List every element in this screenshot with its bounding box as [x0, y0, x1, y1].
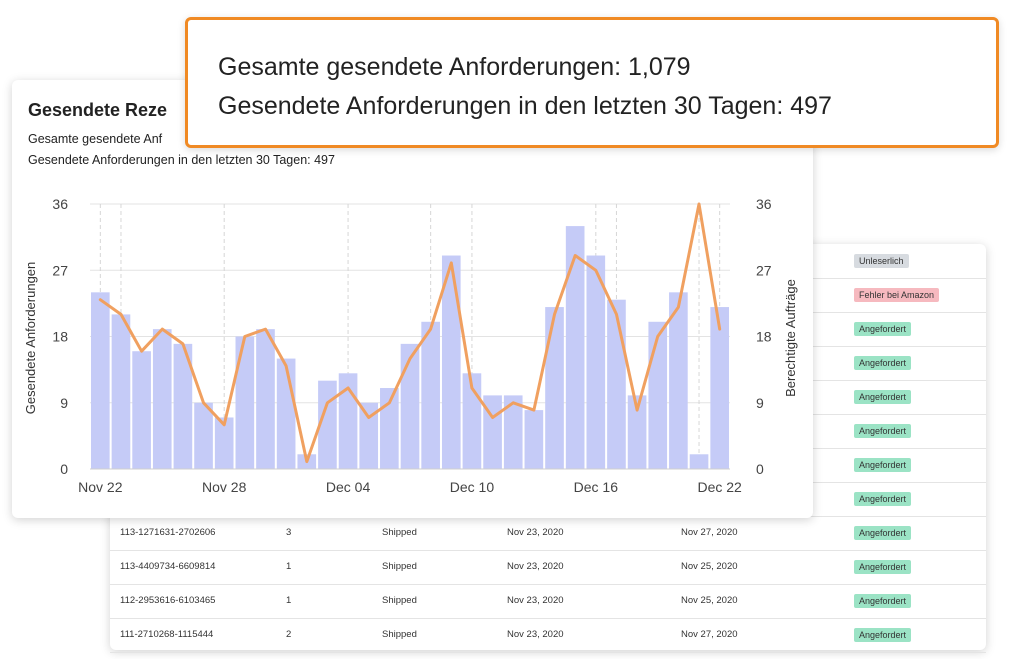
status-badge: Angefordert [854, 390, 912, 404]
order-id-cell: 113-4409734-6609814 [120, 561, 216, 572]
status-badge: Angefordert [854, 628, 912, 642]
requests-chart: 0 0 9 9 18 18 27 27 36 36 Nov 22 Nov 28 Dec 04 Dec 10… [23, 196, 798, 495]
order-id-cell: 111-2710268-1115444 [120, 629, 214, 640]
quantity-cell: 1 [286, 561, 292, 572]
y2-tick-label: 0 [756, 461, 764, 477]
quantity-cell: 3 [286, 527, 292, 538]
order-date-cell: Nov 23, 2020 [507, 561, 564, 572]
request-date-cell: Nov 27, 2020 [681, 629, 738, 640]
x-tick-label: Nov 22 [78, 479, 123, 495]
table-row: 113-4409734-6609814 1 Shipped Nov 23, 2020 N… [110, 550, 986, 585]
table-row: 112-2953616-6103465 1 Shipped Nov 23, 2020 N… [110, 584, 986, 619]
bar [400, 343, 420, 469]
chart-subtitle-total: Gesamte gesendete Anf [28, 132, 163, 146]
y-tick-label: 18 [52, 329, 68, 345]
status-badge: Angefordert [854, 492, 912, 506]
bar [256, 329, 275, 469]
quantity-cell: 2 [286, 629, 292, 640]
y2-tick-label: 27 [756, 262, 772, 278]
order-id-cell: 113-1271631-2702606 [120, 527, 216, 538]
status-badge: Angefordert [854, 322, 912, 336]
x-tick-label: Dec 04 [326, 479, 371, 495]
request-date-cell: Nov 25, 2020 [681, 595, 738, 606]
bar [710, 307, 729, 469]
callout-total-requests: Gesamte gesendete Anforderungen: 1,079 [218, 53, 691, 81]
bar [648, 321, 668, 469]
y-axis-title: Gesendete Anforderungen [23, 262, 38, 415]
x-tick-label: Dec 16 [574, 479, 619, 495]
bar [359, 402, 379, 469]
status-badge: Fehler bei Amazon [854, 288, 940, 302]
bar [173, 343, 193, 469]
bar [235, 336, 255, 469]
table-row: 111-2710268-1115444 2 Shipped Nov 23, 2020 N… [110, 618, 986, 653]
y-tick-label: 27 [52, 262, 68, 278]
y2-tick-label: 18 [756, 329, 772, 345]
order-status-cell: Shipped [382, 561, 417, 572]
order-date-cell: Nov 23, 2020 [507, 629, 564, 640]
bar [214, 417, 234, 469]
summary-callout: Gesamte gesendete Anforderungen: 1,079 G… [185, 17, 999, 148]
chart-title: Gesendete Reze [28, 100, 168, 120]
status-badge: Angefordert [854, 560, 912, 574]
chart-subtitle-30-days: Gesendete Anforderungen in den letzten 3… [28, 153, 335, 167]
status-badge: Angefordert [854, 424, 912, 438]
x-tick-label: Dec 10 [450, 479, 495, 495]
status-badge: Angefordert [854, 458, 912, 472]
order-status-cell: Shipped [382, 595, 417, 606]
series-line [98, 202, 722, 464]
request-date-cell: Nov 25, 2020 [681, 561, 738, 572]
order-status-cell: Shipped [382, 629, 417, 640]
y-tick-label: 0 [60, 461, 68, 477]
y-tick-label: 9 [60, 395, 68, 411]
quantity-cell: 1 [286, 595, 292, 606]
y2-tick-label: 9 [756, 395, 764, 411]
bar [421, 321, 440, 469]
order-id-cell: 112-2953616-6103465 [120, 595, 216, 606]
status-badge: Unleserlich [854, 254, 909, 268]
bar [441, 255, 461, 469]
x-tick-label: Nov 28 [202, 479, 247, 495]
bar [276, 358, 296, 469]
bar [132, 351, 151, 469]
bar [318, 380, 337, 469]
status-badge: Angefordert [854, 594, 912, 608]
status-badge: Angefordert [854, 356, 912, 370]
bar [545, 307, 564, 469]
bar [565, 226, 585, 469]
bar [380, 388, 399, 469]
order-date-cell: Nov 23, 2020 [507, 595, 564, 606]
y-tick-label: 36 [52, 196, 68, 212]
y2-axis-title: Berechtigte Aufträge [783, 279, 798, 397]
order-date-cell: Nov 23, 2020 [507, 527, 564, 538]
bar [111, 314, 131, 469]
bar [607, 299, 626, 469]
callout-last-30-days: Gesendete Anforderungen in den letzten 3… [218, 92, 832, 120]
bar [524, 410, 544, 469]
bar [194, 402, 213, 469]
bar [689, 454, 709, 469]
bar [669, 292, 688, 469]
bar [586, 255, 606, 469]
bar [91, 292, 110, 469]
bar [152, 329, 172, 469]
table-row: 113-1271631-2702606 3 Shipped Nov 23, 2020 N… [110, 516, 986, 551]
chart-card: Gesendete Reze Gesamte gesendete Anf Ges… [12, 80, 813, 518]
bar [503, 395, 523, 469]
y2-tick-label: 36 [756, 196, 772, 212]
status-badge: Angefordert [854, 526, 912, 540]
x-tick-label: Dec 22 [697, 479, 742, 495]
bar [627, 395, 647, 469]
request-date-cell: Nov 27, 2020 [681, 527, 738, 538]
order-status-cell: Shipped [382, 527, 417, 538]
